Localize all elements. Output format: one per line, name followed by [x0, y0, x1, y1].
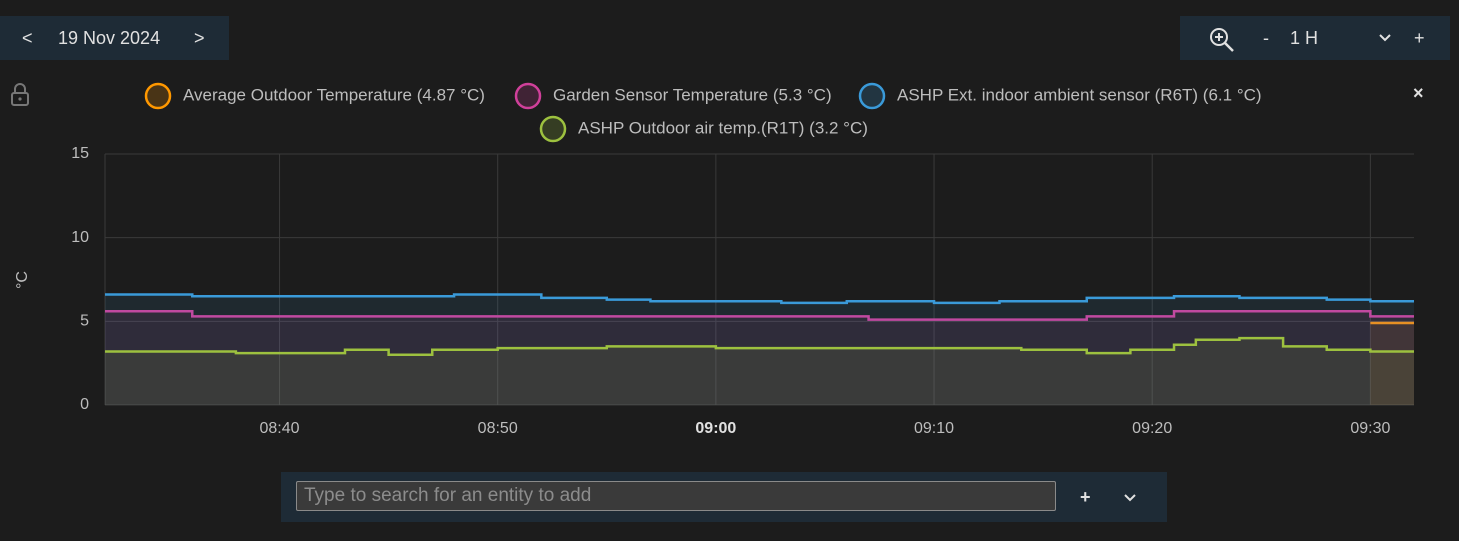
x-tick-label: 09:10: [914, 420, 954, 437]
x-tick-label: 08:40: [260, 420, 300, 437]
close-button[interactable]: ×: [1413, 83, 1424, 103]
lock-icon[interactable]: [10, 83, 32, 107]
x-tick-label: 09:00: [695, 420, 736, 437]
legend-marker: [858, 82, 886, 110]
date-nav: < 19 Nov 2024 >: [0, 16, 229, 60]
legend-marker: [539, 115, 567, 143]
series-line: [105, 336, 1414, 357]
y-tick-label: 5: [80, 313, 89, 330]
zoom-controls: - 1 H +: [1180, 16, 1450, 60]
legend-label[interactable]: ASHP Outdoor air temp.(R1T) (3.2 °C): [578, 118, 868, 137]
date-label: 19 Nov 2024: [58, 27, 161, 48]
series-line: [105, 293, 1414, 305]
legend-label[interactable]: ASHP Ext. indoor ambient sensor (R6T) (6…: [897, 85, 1262, 104]
x-tick-label: 08:50: [478, 420, 518, 437]
legend-marker: [144, 82, 172, 110]
add-entity[interactable]: +: [1080, 486, 1091, 507]
y-tick-label: 0: [80, 396, 89, 413]
next-day[interactable]: >: [194, 27, 205, 48]
search-input[interactable]: Type to search for an entity to add: [296, 481, 1056, 511]
series-area: [105, 294, 1414, 405]
zoom-in[interactable]: +: [1414, 27, 1425, 48]
zoom-out[interactable]: -: [1263, 27, 1269, 48]
legend-marker: [514, 82, 542, 110]
zoom-icon[interactable]: [1208, 26, 1236, 54]
y-tick-label: 15: [71, 145, 89, 162]
series-line: [105, 310, 1414, 321]
series-area: [105, 311, 1414, 405]
legend-label[interactable]: Garden Sensor Temperature (5.3 °C): [553, 85, 832, 104]
range-dropdown[interactable]: [1378, 32, 1392, 44]
search-dropdown[interactable]: [1123, 492, 1137, 504]
legend-label[interactable]: Average Outdoor Temperature (4.87 °C): [183, 85, 485, 104]
y-tick-label: 10: [71, 229, 89, 246]
x-tick-label: 09:20: [1132, 420, 1172, 437]
y-axis-label: °C: [14, 271, 31, 289]
search-bar: Type to search for an entity to add +: [281, 472, 1167, 522]
prev-day[interactable]: <: [22, 27, 33, 48]
series-area: [1370, 323, 1414, 405]
chart: °C 0 5 10 15 08:40 08:50 09:00 09:10 09:20 09:30 A…: [14, 82, 1414, 437]
x-tick-label: 09:30: [1350, 420, 1390, 437]
range-label: 1 H: [1290, 27, 1319, 48]
